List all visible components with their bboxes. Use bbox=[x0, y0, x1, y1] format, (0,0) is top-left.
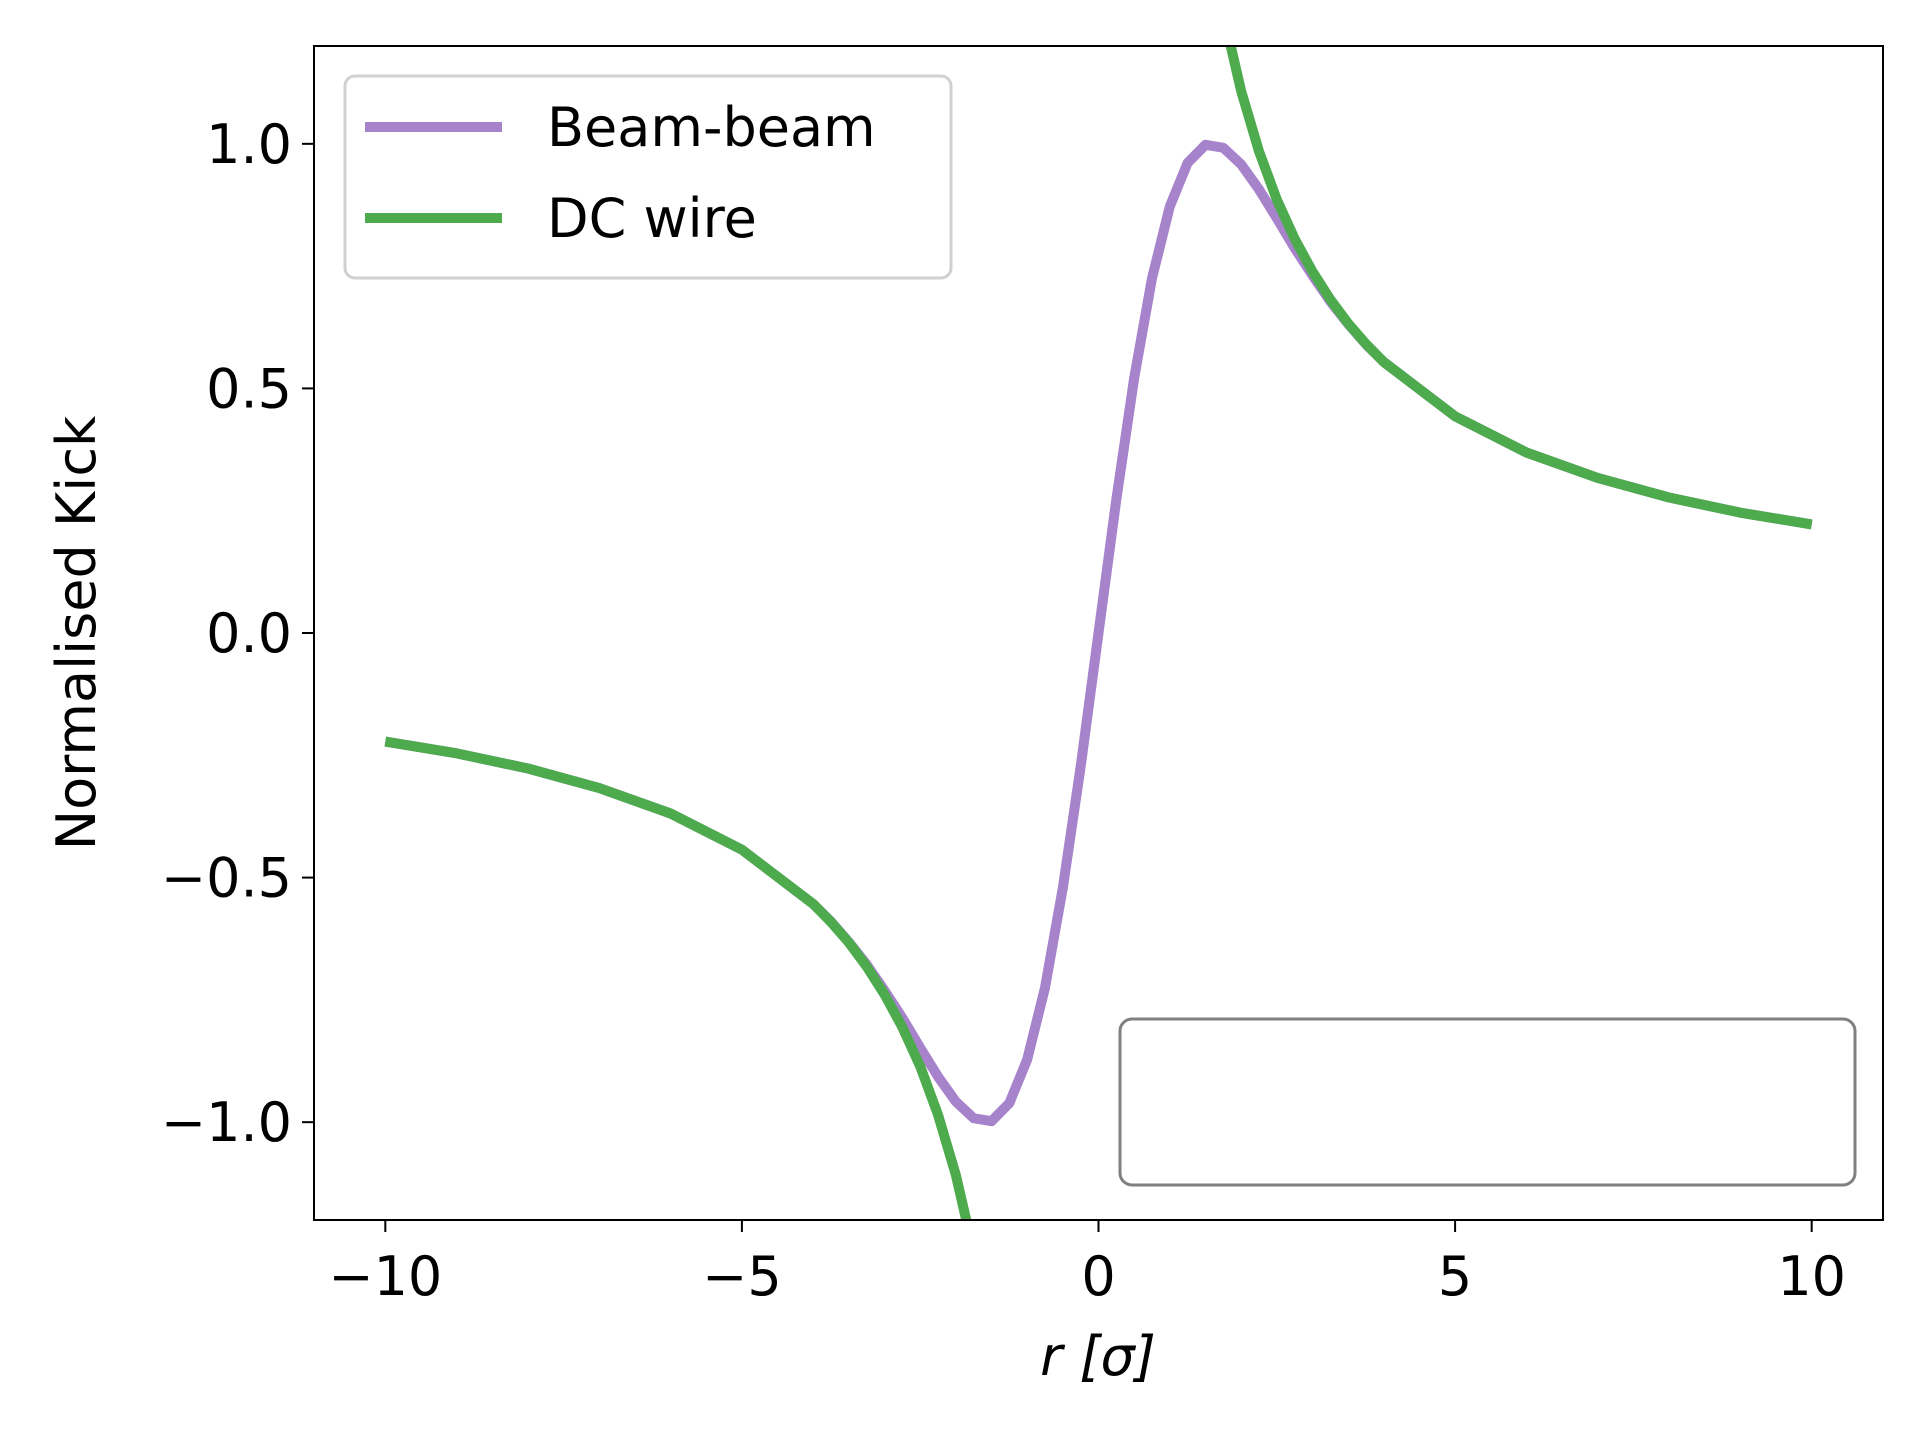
series-line bbox=[384, 139, 1813, 1127]
y-tick-label: 0.5 bbox=[206, 357, 292, 420]
empty-box bbox=[1118, 1017, 1857, 1187]
x-tick-label: −10 bbox=[328, 1245, 442, 1308]
axes-frame bbox=[313, 45, 1884, 1221]
x-tick-label: −5 bbox=[702, 1245, 782, 1308]
x-tick-label: 0 bbox=[1081, 1245, 1115, 1308]
x-tick-label: 5 bbox=[1438, 1245, 1472, 1308]
series-line bbox=[384, 46, 1813, 1220]
y-tick-label: −1.0 bbox=[161, 1091, 292, 1154]
y-axis-label: Normalised Kick bbox=[45, 415, 108, 850]
y-tick-label: 1.0 bbox=[206, 113, 292, 176]
x-tick-label: 10 bbox=[1777, 1245, 1846, 1308]
y-tick-label: −0.5 bbox=[161, 847, 292, 910]
legend-label: DC wire bbox=[547, 187, 757, 250]
legend-label: Beam-beam bbox=[547, 96, 876, 159]
plot-area bbox=[384, 46, 1813, 1220]
y-tick-label: 0.0 bbox=[206, 602, 292, 665]
x-axis-label: r [σ] bbox=[1040, 1325, 1156, 1388]
